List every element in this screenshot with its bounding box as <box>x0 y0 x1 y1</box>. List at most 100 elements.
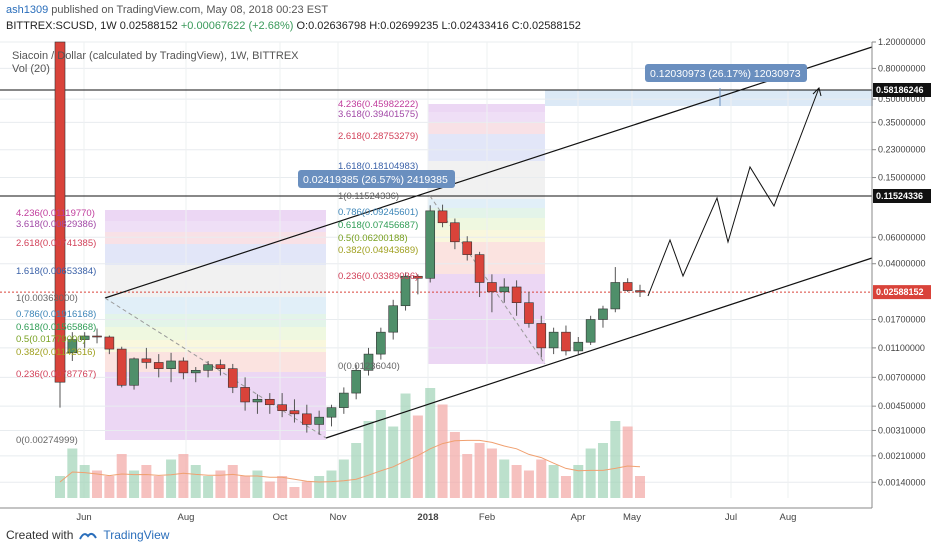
fib-right-label: 4.236(0.45982222) <box>338 99 418 110</box>
trend-lines <box>0 46 873 439</box>
candle-body <box>622 282 633 291</box>
price-label: 0.11524336 <box>876 191 923 201</box>
y-tick-label: 0.15000000 <box>878 173 926 183</box>
upper-channel-line <box>104 46 873 299</box>
y-tick-label: 0.01100000 <box>878 343 925 353</box>
candle-spike <box>54 41 66 383</box>
price-label: 0.02588152 <box>876 287 924 297</box>
candle-body <box>277 404 287 411</box>
y-tick-label: 0.00210000 <box>878 451 926 461</box>
candle-body <box>215 364 226 369</box>
volume-bar <box>635 476 645 498</box>
candle-body <box>585 319 596 343</box>
volume-bar <box>622 426 633 498</box>
y-tick-label: 0.00700000 <box>878 372 926 382</box>
y-tick-label: 1.20000000 <box>878 37 926 47</box>
candle-body <box>79 335 90 340</box>
legend-vol: Vol (20) <box>12 63 50 75</box>
fib-left-zone <box>105 340 326 352</box>
fib-right-label: 1.618(0.18104983) <box>338 161 418 172</box>
candle-body <box>610 282 621 310</box>
tradingview-logo-icon <box>79 532 98 540</box>
x-tick-label: Apr <box>571 512 586 523</box>
volume-bar <box>79 465 90 498</box>
fib-left-label: 0.236(0.00787767) <box>16 369 96 380</box>
fib-guide-left <box>104 297 327 439</box>
brand-link[interactable]: TradingView <box>103 528 170 542</box>
volume-bar <box>548 465 559 498</box>
x-tick-label: Nov <box>330 512 347 523</box>
published-text: published on TradingView.com, May 08, 20… <box>51 4 329 16</box>
volume-bar <box>153 476 164 498</box>
fib-right-label: 0.618(0.07456687) <box>338 220 418 231</box>
volume-bar <box>610 421 621 498</box>
symbol-line: BITTREX:SCUSD, 1W 0.02588152 +0.00067622… <box>6 20 581 32</box>
fib-left-zone <box>105 314 326 327</box>
price-label-box <box>873 189 931 203</box>
y-tick-label: 0.00310000 <box>878 425 926 435</box>
y-tick-label: 0.06000000 <box>878 232 926 242</box>
y-tick-label: 0.35000000 <box>878 117 926 127</box>
fib-right-label: 0(0.01236040) <box>338 361 400 372</box>
volume-bar <box>264 481 275 498</box>
volume-bar <box>314 476 325 498</box>
target-zone <box>545 90 873 106</box>
y-tick-label: 0.80000000 <box>878 63 926 73</box>
volume-bar <box>412 415 423 498</box>
projection-arrow-icon <box>812 87 822 97</box>
volume-bar <box>129 470 140 498</box>
volume-bar <box>104 476 115 498</box>
fib-right-label: 2.618(0.28753279) <box>338 131 418 142</box>
projection-path <box>647 87 820 297</box>
fib-zones <box>105 90 873 440</box>
candle-body <box>635 290 645 293</box>
callouts: 0.02419385 (26.57%) 2419385 0.12030973 (2… <box>298 64 807 188</box>
symbol-label: BITTREX:SCUSD, 1W <box>6 20 117 32</box>
fib-left-zone <box>105 221 326 232</box>
candle-body <box>227 368 238 388</box>
candle-body <box>252 398 263 403</box>
fib-left-label: 0.5(0.01779000) <box>16 334 86 345</box>
fib-left-label: 1(0.00363000) <box>16 293 78 304</box>
volume-bar <box>116 454 127 498</box>
volume-bar <box>240 476 251 498</box>
volume-ma-line <box>59 439 641 483</box>
candle-body <box>314 416 324 425</box>
candle-body <box>351 370 361 394</box>
fib-right-label: 3.618(0.39401575) <box>338 109 418 120</box>
volume-bar <box>301 481 312 498</box>
price-label: 0.58186246 <box>876 85 924 95</box>
fib-left-label: 3.618(0.00829386) <box>16 219 96 230</box>
volume-bar <box>499 459 510 498</box>
x-tick-label: May <box>623 512 641 523</box>
x-tick-label: Oct <box>273 512 288 523</box>
candle-body <box>141 358 152 363</box>
volume-bar <box>486 448 497 498</box>
candle-body <box>67 339 78 354</box>
candle-body <box>450 222 460 243</box>
candle-body <box>499 286 510 293</box>
fib-right-label: 0.5(0.06200188) <box>338 233 408 244</box>
author-link[interactable]: ash1309 <box>6 4 49 16</box>
candle-body <box>302 413 312 425</box>
last-price: 0.02588152 <box>119 20 178 32</box>
candle-body <box>240 387 250 403</box>
y-tick-label: 0.00140000 <box>878 477 926 487</box>
candle-body <box>425 210 436 279</box>
candle-body <box>190 370 201 374</box>
volume-bar <box>203 476 214 498</box>
candle-body <box>388 305 398 333</box>
candle-body <box>474 254 485 283</box>
volume-bar <box>55 476 65 498</box>
candle-body <box>326 407 337 418</box>
candle-body <box>178 360 189 374</box>
x-tick-label: Jul <box>725 512 737 523</box>
x-tick-label: Jun <box>76 512 91 523</box>
volume-bar <box>363 421 374 498</box>
candle-body <box>289 410 300 415</box>
volume-bar <box>215 470 226 498</box>
fib-left-zone <box>105 297 326 314</box>
candle-body <box>116 348 127 386</box>
fib-right-label: 0.786(0.09245601) <box>338 207 418 218</box>
